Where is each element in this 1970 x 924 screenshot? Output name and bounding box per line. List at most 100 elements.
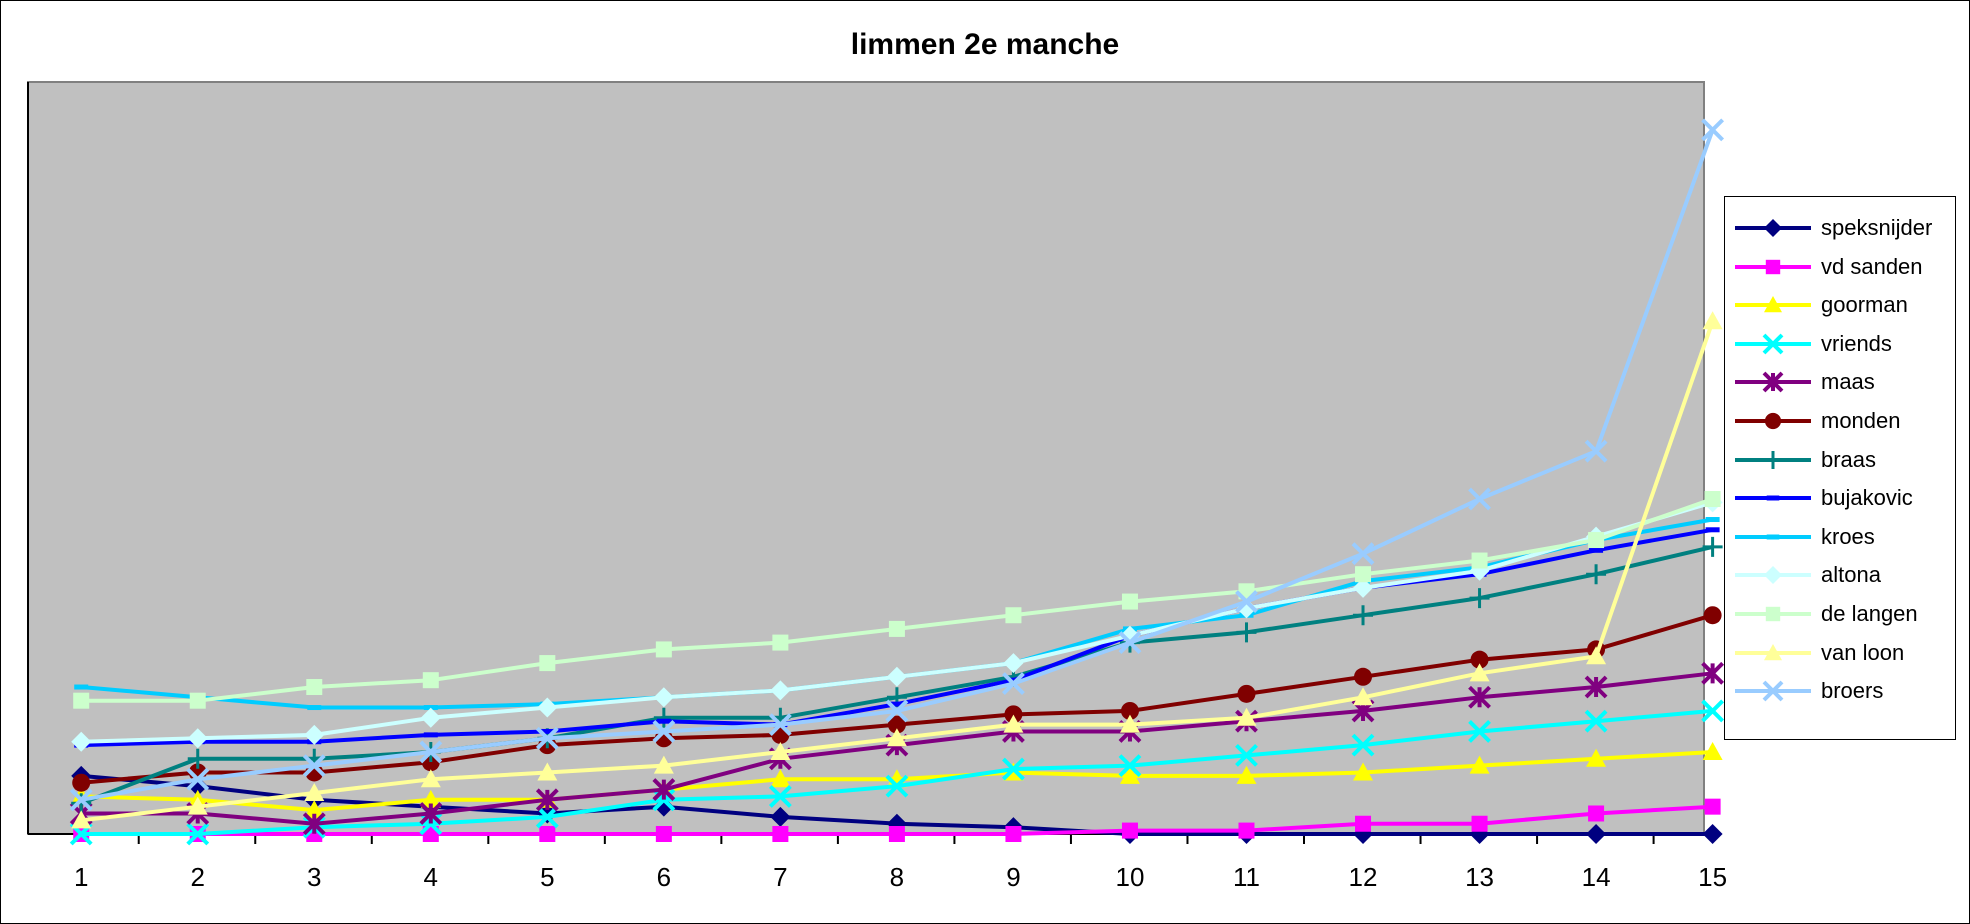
- data-point: [1468, 487, 1491, 511]
- legend-item: goorman: [1725, 286, 1955, 324]
- legend-swatch: [1735, 606, 1811, 622]
- legend-label: vd sanden: [1821, 253, 1923, 279]
- data-point: [1351, 542, 1375, 566]
- data-point: [888, 620, 905, 637]
- data-point: [187, 796, 208, 815]
- data-point: [1119, 714, 1140, 733]
- data-point: [1351, 733, 1375, 757]
- data-point: [1121, 822, 1138, 839]
- data-point: [306, 679, 323, 696]
- legend-label: altona: [1821, 562, 1881, 588]
- data-point: [1353, 605, 1374, 626]
- data-point: [653, 687, 674, 708]
- data-point: [768, 713, 792, 737]
- legend-swatch: [1735, 566, 1811, 585]
- data-point: [1005, 826, 1022, 842]
- data-point: [1353, 762, 1374, 781]
- data-point: [1584, 709, 1608, 733]
- data-point: [1354, 667, 1373, 686]
- legend-swatch: [1735, 371, 1811, 393]
- data-point: [1702, 311, 1723, 330]
- legend: speksnijder vd sanden goorman vriends maas mo…: [1724, 196, 1956, 740]
- data-point: [1586, 564, 1607, 585]
- legend-label: braas: [1821, 446, 1877, 472]
- data-point: [302, 812, 326, 836]
- legend-item: van loon: [1725, 634, 1955, 672]
- x-tick-label: 8: [890, 862, 904, 892]
- data-point: [1120, 701, 1139, 720]
- data-point: [1471, 815, 1488, 832]
- data-point: [71, 731, 92, 752]
- x-tick-label: 6: [657, 862, 671, 892]
- data-point: [1764, 296, 1782, 313]
- data-point: [652, 778, 676, 801]
- data-point: [1005, 607, 1022, 624]
- data-point: [772, 634, 789, 651]
- data-point: [1469, 588, 1490, 609]
- data-point: [187, 728, 208, 749]
- data-point: [1236, 765, 1257, 784]
- plot-area: [27, 81, 1705, 835]
- data-point: [1704, 798, 1721, 815]
- data-point: [1586, 748, 1607, 767]
- data-point: [1764, 450, 1782, 469]
- data-point: [1121, 593, 1138, 610]
- legend-label: kroes: [1821, 523, 1875, 549]
- data-point: [1353, 687, 1374, 706]
- legend-item: kroes: [1725, 518, 1955, 556]
- data-point: [1470, 650, 1489, 669]
- x-tick-label: 1: [74, 862, 88, 892]
- data-point: [535, 805, 559, 829]
- data-point: [422, 672, 439, 689]
- data-point: [1766, 495, 1780, 501]
- x-tick-label: 10: [1116, 862, 1145, 892]
- data-point: [770, 769, 791, 788]
- data-point: [419, 802, 443, 825]
- data-point: [1469, 663, 1490, 682]
- series-de-langen: [73, 491, 1721, 709]
- data-point: [1235, 590, 1258, 613]
- data-point: [885, 699, 909, 723]
- data-point: [889, 701, 904, 707]
- data-point: [653, 707, 674, 728]
- series-vriends: [69, 699, 1725, 846]
- data-point: [1003, 714, 1024, 733]
- data-point: [189, 692, 206, 709]
- data-point: [304, 724, 325, 745]
- data-point: [1118, 754, 1142, 778]
- data-point: [1702, 824, 1723, 844]
- data-point: [423, 732, 438, 738]
- legend-swatch: [1735, 495, 1811, 501]
- data-point: [186, 767, 210, 791]
- series-altona: [71, 492, 1723, 752]
- legend-item: altona: [1725, 556, 1955, 594]
- data-point: [1236, 707, 1257, 726]
- series-monden: [72, 606, 1722, 792]
- legend-item: vriends: [1725, 325, 1955, 363]
- data-point: [71, 810, 92, 829]
- data-point: [652, 788, 676, 812]
- data-point: [1764, 219, 1782, 237]
- data-point: [1588, 532, 1605, 549]
- data-point: [73, 692, 90, 709]
- series-van-loon: [71, 311, 1723, 829]
- legend-item: vd sanden: [1725, 248, 1955, 286]
- legend-item: speksnijder: [1725, 209, 1955, 247]
- data-point: [1764, 412, 1782, 430]
- data-point: [1471, 552, 1488, 569]
- legend-label: monden: [1821, 408, 1901, 433]
- data-point: [535, 726, 559, 750]
- data-point: [1586, 824, 1607, 844]
- data-point: [1701, 699, 1725, 723]
- data-point: [304, 800, 325, 819]
- x-tick-label: 2: [191, 862, 205, 892]
- data-point: [1238, 822, 1255, 839]
- x-tick-label: 5: [540, 862, 554, 892]
- x-tick-label: 14: [1582, 862, 1611, 892]
- x-tick-label: 9: [1006, 862, 1020, 892]
- legend-swatch: [1735, 296, 1811, 313]
- legend-label: vriends: [1821, 330, 1892, 356]
- data-point: [1468, 685, 1491, 709]
- data-point: [1702, 536, 1723, 557]
